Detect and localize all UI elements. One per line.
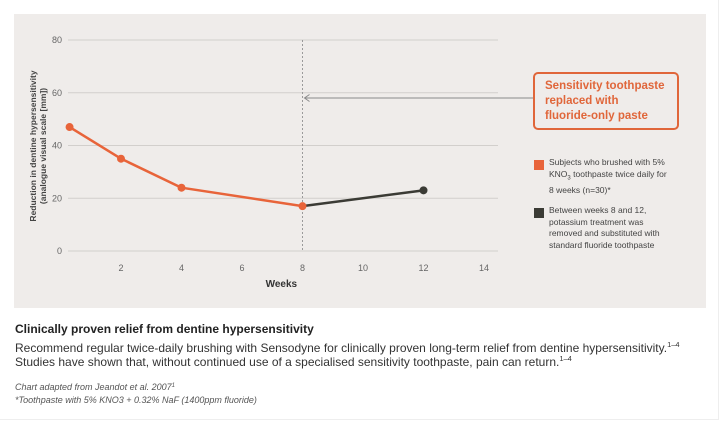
series-line-2	[302, 189, 424, 208]
y-tick-label: 60	[52, 88, 62, 98]
chart-panel	[14, 14, 706, 308]
legend-item-2-line-3: removed and substituted with	[549, 228, 660, 239]
footnote: *Toothpaste with 5% KNO3 + 0.32% NaF (14…	[15, 395, 257, 405]
data-point	[419, 186, 428, 195]
caption: Clinically proven relief from dentine hy…	[15, 322, 715, 407]
data-point	[298, 202, 307, 211]
x-tick-label: 10	[358, 263, 368, 273]
legend-item-2-line-1: Between weeks 8 and 12,	[549, 205, 647, 216]
y-tick-label: 40	[52, 141, 62, 151]
source-ref: 1	[171, 383, 175, 389]
legend-item-1-line-3: 8 weeks (n=30)*	[549, 184, 611, 195]
y-tick-label: 80	[52, 35, 62, 45]
callout-arrow	[303, 94, 533, 102]
legend-chem-sub: 3	[567, 175, 571, 182]
arrow-head-icon	[303, 94, 310, 102]
y-tick-labels: 0 20 40 60 80	[52, 35, 62, 256]
legend-swatch-dark	[534, 208, 544, 219]
data-point	[65, 123, 74, 132]
x-tick-labels: 2 4 6 8 10 12 14	[118, 263, 489, 273]
legend-swatch-orange	[534, 160, 544, 170]
x-tick-label: 8	[300, 263, 305, 273]
callout-line-2: replaced with	[545, 95, 619, 107]
series-line-1	[68, 125, 303, 208]
y-tick-label: 0	[57, 246, 62, 256]
reference-superscript: 1–4	[559, 354, 572, 363]
caption-title: Clinically proven relief from dentine hy…	[15, 322, 314, 336]
x-tick-label: 4	[179, 263, 184, 273]
data-point	[117, 154, 125, 163]
caption-body: Recommend regular twice-daily brushing w…	[15, 341, 715, 369]
legend-item-2-line-4: standard fluoride toothpaste	[549, 239, 655, 250]
legend-item-1-line-1: Subjects who brushed with 5%	[549, 157, 665, 167]
legend-item-2-line-2: potassium treatment was	[549, 216, 644, 227]
legend-item-kno3: Subjects who brushed with 5% KNO3 toothp…	[534, 157, 704, 196]
callout-line-1: Sensitivity toothpaste	[545, 80, 665, 92]
legend-chem: KNO	[549, 168, 568, 179]
legend: Subjects who brushed with 5% KNO3 toothp…	[534, 157, 704, 260]
x-axis-label: Weeks	[266, 279, 298, 290]
legend-item-1-line-2: KNO3 toothpaste twice daily for	[549, 169, 704, 185]
x-tick-label: 14	[479, 263, 489, 273]
legend-item-fluoride: Between weeks 8 and 12, potassium treatm…	[534, 205, 704, 251]
caption-body-part-2: Studies have shown that, without continu…	[15, 355, 560, 369]
callout-box: Sensitivity toothpaste replaced with flu…	[533, 72, 679, 130]
line-chart: 0 20 40 60 80 2 4 6 8 10 12 14 Weeks Reduction in …	[28, 35, 533, 290]
source-note: Chart adapted from Jeandot et al. 20071	[15, 381, 715, 394]
source-text: Chart adapted from Jeandot et al. 2007	[15, 382, 172, 392]
data-point	[177, 183, 186, 192]
legend-item-1-line-2-text: toothpaste twice daily for	[573, 168, 667, 179]
caption-body-part-1: Recommend regular twice-daily brushing w…	[15, 341, 668, 355]
y-tick-label: 20	[52, 193, 62, 203]
x-tick-label: 6	[239, 263, 244, 273]
x-tick-label: 2	[118, 263, 123, 273]
y-axis-label-line-1: Reduction in dentine hypersensitivity	[28, 70, 38, 221]
grid-lines	[68, 39, 498, 252]
y-axis-label: Reduction in dentine hypersensitivity (a…	[28, 70, 48, 221]
reference-superscript: 1–4	[667, 340, 680, 349]
y-axis-label-line-2: (analogue visual scale [mm])	[38, 88, 48, 204]
x-tick-label: 12	[418, 263, 428, 273]
notes: Chart adapted from Jeandot et al. 20071 …	[15, 381, 715, 407]
callout-line-3: fluoride-only paste	[545, 110, 648, 122]
series-group	[65, 123, 428, 211]
